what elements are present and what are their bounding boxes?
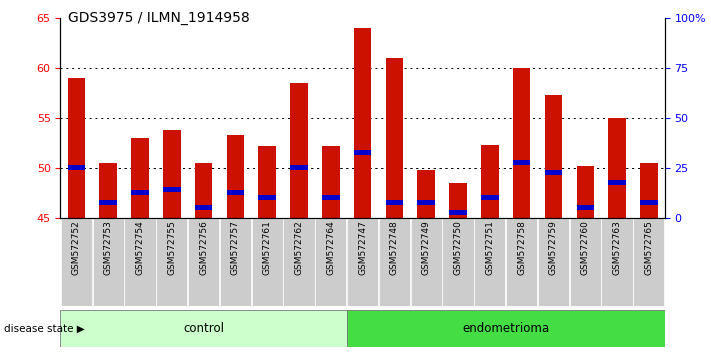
Bar [132,190,149,195]
Bar [60,218,92,306]
Bar [315,218,346,306]
Bar [513,68,530,218]
Bar [92,218,124,306]
Text: GSM572757: GSM572757 [231,220,240,275]
Bar [68,78,85,218]
Bar [538,218,569,306]
Bar [513,160,530,165]
Text: control: control [183,322,224,335]
Bar [163,188,181,192]
Bar [640,163,658,218]
Text: GSM572761: GSM572761 [262,220,272,275]
Bar [163,130,181,218]
Bar [379,218,410,306]
Bar [609,118,626,218]
Bar [322,146,340,218]
Bar [195,163,213,218]
Text: GSM572752: GSM572752 [72,220,81,275]
Bar [258,146,276,218]
Bar [417,170,435,218]
Bar [354,28,371,218]
Bar [132,138,149,218]
Text: endometrioma: endometrioma [462,322,550,335]
Bar [634,218,665,306]
Text: disease state ▶: disease state ▶ [4,323,85,333]
Bar [545,171,562,175]
Text: GSM572760: GSM572760 [581,220,589,275]
Text: GSM572750: GSM572750 [454,220,463,275]
Bar [577,205,594,210]
Bar [100,163,117,218]
Bar [417,200,435,205]
Bar [354,150,371,155]
Bar [545,95,562,218]
Text: GSM572748: GSM572748 [390,220,399,275]
Text: GDS3975 / ILMN_1914958: GDS3975 / ILMN_1914958 [68,11,250,25]
Text: GSM572762: GSM572762 [294,220,304,275]
Bar [602,218,633,306]
Bar [449,211,467,215]
Bar [449,183,467,218]
Bar [60,310,347,347]
Bar [220,218,251,306]
Bar [577,166,594,218]
Bar [474,218,506,306]
Bar [156,218,188,306]
Bar [68,165,85,170]
Bar [188,218,219,306]
Text: GSM572765: GSM572765 [644,220,653,275]
Text: GSM572759: GSM572759 [549,220,558,275]
Bar [481,145,498,218]
Bar [284,218,314,306]
Bar [609,181,626,185]
Bar [290,83,308,218]
Text: GSM572763: GSM572763 [613,220,621,275]
Bar [227,135,244,218]
Bar [100,200,117,205]
Bar [506,218,538,306]
Bar [124,218,156,306]
Bar [347,218,378,306]
Text: GSM572749: GSM572749 [422,220,431,275]
Bar [385,58,403,218]
Bar [322,195,340,200]
Text: GSM572758: GSM572758 [517,220,526,275]
Bar [385,200,403,205]
Bar [290,165,308,170]
Bar [227,190,244,195]
Bar [347,310,665,347]
Text: GSM572753: GSM572753 [104,220,112,275]
Text: GSM572764: GSM572764 [326,220,336,275]
Text: GSM572755: GSM572755 [167,220,176,275]
Bar [481,195,498,200]
Bar [258,195,276,200]
Text: GSM572747: GSM572747 [358,220,367,275]
Bar [442,218,474,306]
Bar [252,218,283,306]
Text: GSM572754: GSM572754 [136,220,144,275]
Text: GSM572756: GSM572756 [199,220,208,275]
Bar [570,218,601,306]
Bar [411,218,442,306]
Bar [640,200,658,205]
Text: GSM572751: GSM572751 [486,220,494,275]
Bar [195,205,213,210]
